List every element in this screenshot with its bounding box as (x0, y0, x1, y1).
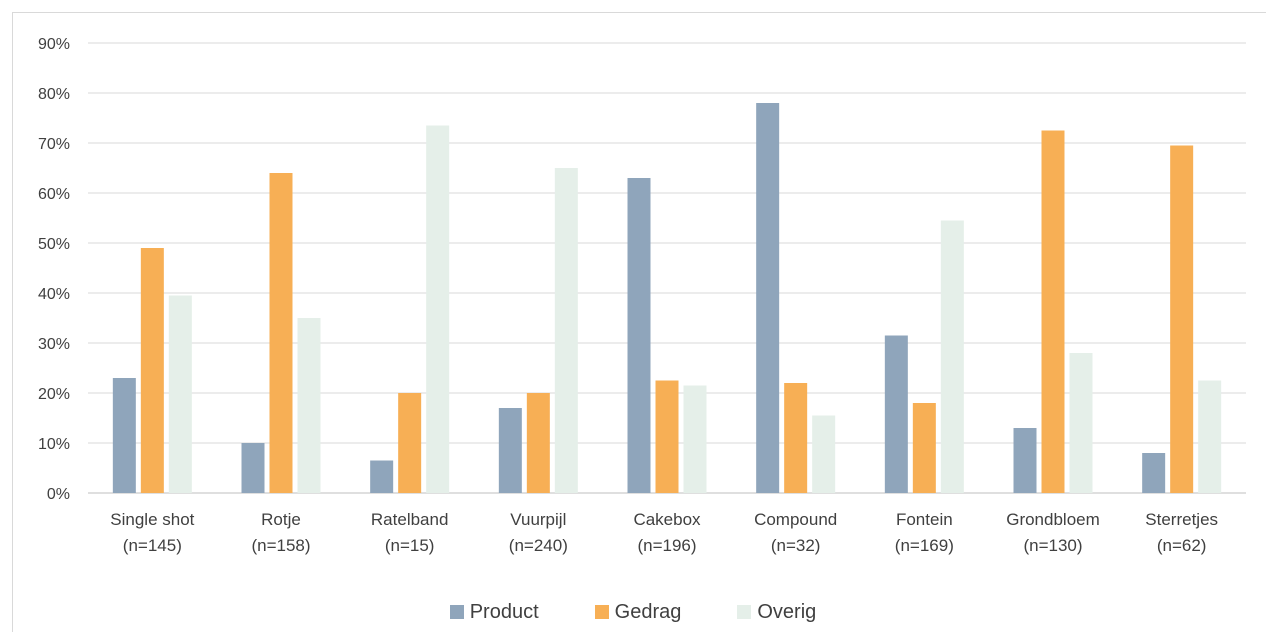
x-tick-label: Sterretjes (1145, 510, 1218, 529)
x-tick-sublabel: (n=130) (1023, 536, 1082, 555)
x-tick-sublabel: (n=196) (637, 536, 696, 555)
legend-item-gedrag: Gedrag (594, 600, 682, 624)
bar-gedrag (140, 248, 164, 493)
bar-overig (554, 168, 578, 493)
legend-swatch-product (449, 605, 464, 619)
bar-product (627, 178, 651, 493)
legend-item-product: Product (449, 600, 539, 624)
legend: Product Gedrag Overig (0, 598, 1266, 626)
bar-product (1013, 428, 1037, 493)
bar-product (112, 378, 136, 493)
x-tick-sublabel: (n=145) (123, 536, 182, 555)
bar-overig (297, 318, 321, 493)
bar-product (498, 408, 522, 493)
bar-overig (812, 415, 836, 493)
bar-gedrag (912, 403, 936, 493)
y-tick-label: 30% (38, 336, 70, 353)
bar-gedrag (1041, 130, 1065, 493)
y-tick-label: 70% (38, 136, 70, 153)
x-tick-label: Rotje (261, 510, 301, 529)
y-tick-label: 80% (38, 86, 70, 103)
y-tick-label: 20% (38, 386, 70, 403)
bar-gedrag (784, 383, 808, 493)
bar-overig (426, 125, 450, 493)
bar-overig (940, 220, 964, 493)
y-tick-label: 50% (38, 236, 70, 253)
legend-swatch-gedrag (594, 605, 609, 619)
y-tick-label: 40% (38, 286, 70, 303)
legend-label-product: Product (469, 600, 539, 623)
legend-label-gedrag: Gedrag (614, 600, 682, 623)
x-tick-sublabel: (n=62) (1157, 536, 1207, 555)
bar-gedrag (398, 393, 422, 493)
bar-overig (1198, 380, 1222, 493)
bar-gedrag (269, 173, 293, 493)
bar-gedrag (526, 393, 550, 493)
x-tick-sublabel: (n=240) (509, 536, 568, 555)
x-tick-sublabel: (n=32) (771, 536, 821, 555)
bar-product (756, 103, 780, 493)
x-tick-label: Cakebox (633, 510, 701, 529)
x-tick-sublabel: (n=15) (385, 536, 435, 555)
x-tick-label: Compound (754, 510, 837, 529)
x-tick-label: Single shot (110, 510, 194, 529)
y-tick-label: 10% (38, 436, 70, 453)
bar-gedrag (655, 380, 679, 493)
bar-overig (1069, 353, 1093, 493)
legend-swatch-overig (737, 605, 752, 619)
y-tick-label: 60% (38, 186, 70, 203)
bar-overig (683, 385, 707, 493)
legend-label-overig: Overig (757, 600, 817, 623)
bar-gedrag (1170, 145, 1194, 493)
x-tick-label: Vuurpijl (510, 510, 566, 529)
y-tick-label: 0% (47, 486, 70, 503)
bar-product (370, 460, 394, 493)
bar-product (884, 335, 908, 493)
x-tick-label: Ratelband (371, 510, 449, 529)
x-tick-sublabel: (n=169) (895, 536, 954, 555)
x-tick-label: Grondbloem (1006, 510, 1100, 529)
bar-product (1142, 453, 1166, 493)
bar-overig (168, 295, 192, 493)
legend-item-overig: Overig (737, 601, 816, 624)
y-tick-label: 90% (38, 36, 70, 53)
bar-product (241, 443, 265, 493)
x-tick-sublabel: (n=158) (251, 536, 310, 555)
x-tick-label: Fontein (896, 510, 953, 529)
